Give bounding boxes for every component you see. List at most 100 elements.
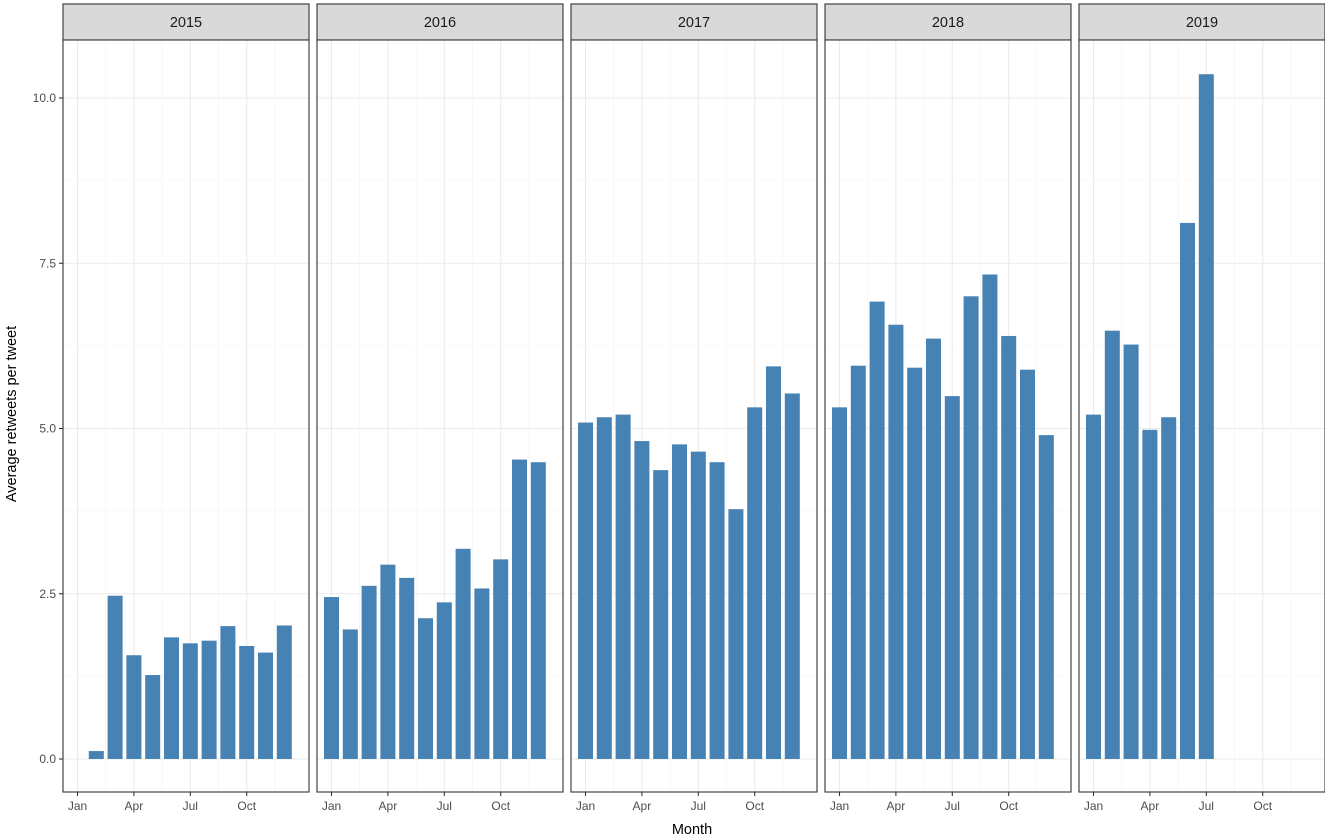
bar	[578, 422, 593, 759]
x-tick-label: Jul	[437, 799, 452, 813]
x-tick-label: Jul	[945, 799, 960, 813]
bar	[963, 296, 979, 759]
panel-border	[824, 39, 1072, 793]
facet-strip	[316, 3, 564, 41]
x-tick-label: Oct	[999, 799, 1018, 813]
bar	[596, 417, 612, 759]
panel-border	[570, 39, 818, 793]
x-tick-label: Apr	[887, 799, 906, 813]
y-axis: 0.0 2.5 5.0 7.5 10.0	[33, 91, 63, 766]
bar	[672, 444, 687, 759]
bar	[728, 509, 744, 759]
bar	[399, 577, 415, 759]
x-tick-label: Jan	[1084, 799, 1103, 813]
bar	[1086, 414, 1101, 759]
facet-strip-label: 2016	[424, 15, 456, 31]
bar	[88, 751, 104, 759]
bar	[436, 602, 452, 759]
bar	[747, 407, 763, 759]
bar	[766, 366, 781, 759]
bar	[653, 470, 669, 759]
y-tick-label: 0.0	[39, 752, 56, 766]
bar	[926, 338, 941, 759]
bar	[126, 655, 142, 759]
bar	[850, 365, 866, 759]
bar	[107, 595, 123, 759]
x-axis-title: Month	[672, 822, 712, 838]
x-tick-label: Jan	[576, 799, 595, 813]
bar	[493, 559, 509, 759]
facet-strip-label: 2018	[932, 15, 964, 31]
bar	[1123, 344, 1139, 759]
bar	[324, 597, 339, 759]
x-axes: Jan Apr Jul Oct Jan Apr Jul Oct Jan Apr Jul Oct Jan A…	[68, 792, 1273, 813]
bar	[455, 548, 471, 759]
x-tick-label: Jan	[322, 799, 341, 813]
facet-strip	[1078, 3, 1325, 41]
facet-panel: 2018	[824, 3, 1072, 793]
x-tick-label: Apr	[633, 799, 652, 813]
bar	[201, 640, 217, 759]
facet-panel: 2016	[316, 3, 564, 793]
bar	[380, 564, 396, 759]
bar	[342, 629, 358, 759]
y-tick-label: 10.0	[33, 91, 57, 105]
facet-strip	[824, 3, 1072, 41]
bar	[690, 451, 706, 759]
facet-panel: 2019	[1078, 3, 1325, 793]
bar	[1180, 222, 1195, 759]
bar	[982, 274, 998, 759]
bar	[1038, 435, 1054, 759]
bar	[512, 459, 527, 759]
facet-strip	[62, 3, 310, 41]
x-tick-label: Jul	[183, 799, 198, 813]
bar	[1142, 429, 1158, 759]
bar	[418, 618, 433, 759]
x-tick-label: Oct	[237, 799, 256, 813]
x-tick-label: Jul	[1199, 799, 1214, 813]
x-tick-label: Jan	[68, 799, 87, 813]
facet-strip-label: 2015	[170, 15, 202, 31]
x-tick-label: Apr	[1141, 799, 1160, 813]
bar	[239, 645, 255, 759]
bar	[869, 301, 885, 759]
x-tick-label: Apr	[379, 799, 398, 813]
bar	[361, 585, 377, 759]
facet-panel: 2015	[62, 3, 310, 793]
bar	[1161, 417, 1177, 759]
bar	[474, 588, 490, 759]
bar	[944, 396, 960, 759]
bar	[832, 407, 847, 759]
x-tick-label: Oct	[491, 799, 510, 813]
bar	[1198, 74, 1214, 760]
bar	[634, 441, 650, 759]
x-tick-label: Oct	[745, 799, 764, 813]
bar	[888, 324, 904, 759]
x-tick-label: Jan	[830, 799, 849, 813]
x-tick-label: Jul	[691, 799, 706, 813]
bar	[1020, 369, 1035, 759]
x-tick-label: Apr	[125, 799, 144, 813]
bar	[1001, 335, 1017, 759]
bar	[220, 626, 236, 759]
bar	[907, 367, 923, 759]
facet-strip	[570, 3, 818, 41]
y-tick-label: 2.5	[39, 587, 56, 601]
facet-strip-label: 2017	[678, 15, 710, 31]
panel-border	[316, 39, 564, 793]
bar	[784, 393, 800, 759]
bar	[615, 414, 631, 759]
bar	[709, 462, 725, 759]
bar	[182, 643, 198, 759]
facet-panel: 2017	[570, 3, 818, 793]
panel-border	[1078, 39, 1325, 793]
y-tick-label: 7.5	[39, 256, 56, 270]
facet-panels: 2015 2016 2017 2018 2019	[62, 3, 1325, 793]
bar	[164, 637, 179, 759]
y-tick-label: 5.0	[39, 422, 56, 436]
x-tick-label: Oct	[1253, 799, 1272, 813]
facet-strip-label: 2019	[1186, 15, 1218, 31]
bar	[276, 625, 292, 759]
y-axis-title: Average retweets per tweet	[4, 326, 20, 502]
bar	[145, 675, 161, 759]
